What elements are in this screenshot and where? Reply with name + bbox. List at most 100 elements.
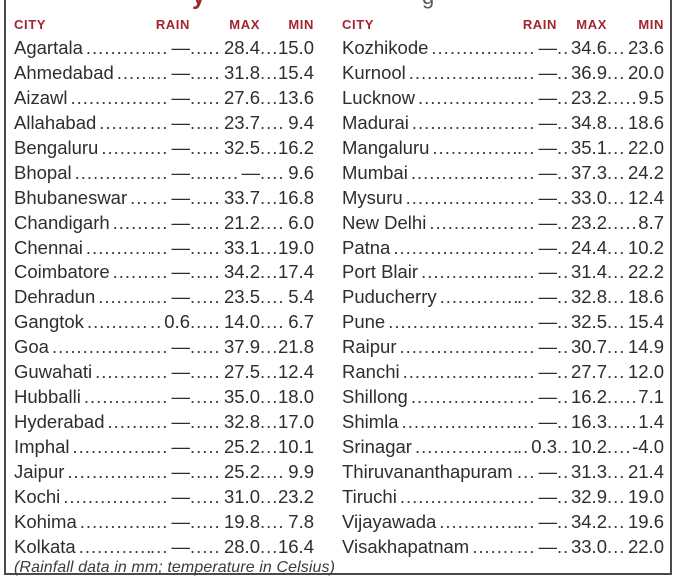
table-row: Bhopal — — 9.6: [14, 161, 314, 186]
max-temp-value: 34.2: [223, 261, 260, 283]
dot-leader: [190, 161, 240, 186]
max-temp-value: 31.0: [223, 485, 260, 507]
dot-leader: [190, 260, 222, 285]
rain-cell: —: [150, 61, 191, 86]
dot-leader: [101, 136, 150, 161]
dot-leader: [108, 410, 150, 435]
city-name: Kozhikode: [342, 37, 429, 58]
max-cell: 34.6: [557, 36, 607, 61]
min-cell: 15.0: [260, 36, 314, 61]
max-temp-value: 34.6: [570, 37, 607, 58]
min-temp-value: 1.4: [638, 411, 664, 433]
rain-value: —: [171, 161, 191, 183]
rain-value: —: [538, 86, 558, 108]
max-temp-value: 24.4: [570, 236, 607, 258]
rain-value: —: [538, 311, 558, 333]
city-cell: Kochi: [14, 485, 150, 510]
max-temp-value: 30.7: [570, 336, 607, 358]
dot-leader: [557, 510, 569, 535]
rain-value: —: [171, 261, 191, 283]
dot-leader: [98, 285, 150, 310]
dot-leader: [409, 61, 517, 86]
dot-leader: [260, 61, 276, 86]
dot-leader: [439, 510, 517, 535]
rain-value: —: [171, 411, 191, 433]
table-row: Port Blair — 31.4 22.2: [342, 260, 664, 285]
dot-leader: [557, 260, 569, 285]
dot-leader: [150, 510, 170, 535]
rain-value: —: [171, 286, 191, 308]
city-name: New Delhi: [342, 211, 427, 233]
max-cell: 28.0: [190, 535, 260, 560]
city-cell: Agartala: [14, 36, 150, 61]
cropped-headline-fragment-gray: g: [422, 0, 434, 10]
city-cell: Gangtok: [14, 310, 150, 335]
city-cell: Bhubaneswar: [14, 186, 150, 211]
city-name: Shillong: [342, 386, 408, 408]
max-temp-value: 37.3: [570, 161, 607, 183]
max-cell: 28.4: [190, 36, 260, 61]
min-temp-value: 24.2: [627, 161, 664, 183]
rain-cell: —: [150, 460, 191, 485]
min-cell: 8.7: [607, 211, 664, 236]
table-row: Tiruchi — 32.9 19.0: [342, 485, 664, 510]
dot-leader: [84, 385, 150, 410]
table-row: Shillong — 16.2 7.1: [342, 385, 664, 410]
min-temp-value: 19.0: [277, 236, 314, 258]
dot-leader: [517, 36, 537, 61]
max-temp-value: 32.5: [570, 311, 607, 333]
dot-leader: [607, 410, 636, 435]
min-temp-value: -4.0: [632, 436, 664, 457]
city-name: Allahabad: [14, 111, 97, 133]
min-temp-value: 7.8: [288, 510, 314, 532]
city-name: Bhopal: [14, 161, 72, 183]
rain-cell: —: [150, 510, 191, 535]
rain-value: —: [538, 510, 558, 532]
min-temp-value: 17.4: [277, 261, 314, 283]
dot-leader: [260, 485, 276, 510]
dot-leader: [67, 460, 150, 485]
table-row: Mysuru — 33.0 12.4: [342, 186, 664, 211]
dot-leader: [517, 335, 537, 360]
table-content: CITY RAIN MAX MIN Agartala — 28.4 15.0: [6, 0, 670, 575]
dot-leader: [150, 111, 170, 136]
dot-leader: [260, 535, 276, 560]
min-cell: 19.0: [607, 485, 664, 510]
dot-leader: [402, 410, 517, 435]
city-cell: Lucknow: [342, 86, 517, 111]
max-cell: 14.0: [190, 310, 260, 335]
rain-cell: —: [150, 211, 191, 236]
dot-leader: [607, 260, 626, 285]
max-cell: 32.8: [190, 410, 260, 435]
rain-value: —: [171, 37, 191, 58]
dot-leader: [557, 535, 569, 560]
dot-leader: [607, 310, 626, 335]
dot-leader: [557, 161, 569, 186]
dot-leader: [190, 410, 222, 435]
dot-leader: [517, 186, 537, 211]
rain-cell: —: [517, 61, 558, 86]
rain-value: —: [538, 286, 558, 308]
dot-leader: [557, 61, 569, 86]
dot-leader: [190, 310, 222, 335]
min-temp-value: 18.6: [627, 286, 664, 308]
table-row: Gangtok 0.6 14.0 6.7: [14, 310, 314, 335]
dot-leader: [190, 36, 222, 61]
min-cell: 18.6: [607, 285, 664, 310]
city-cell: Visakhapatnam: [342, 535, 517, 560]
rain-cell: —: [517, 460, 558, 485]
max-temp-value: —: [241, 161, 261, 183]
dot-leader: [517, 535, 537, 560]
max-cell: 21.2: [190, 211, 260, 236]
min-cell: 20.0: [607, 61, 664, 86]
city-name: Kurnool: [342, 61, 406, 83]
rain-cell: —: [150, 161, 191, 186]
min-temp-value: 12.4: [277, 361, 314, 383]
dot-leader: [260, 335, 276, 360]
city-name: Chandigarh: [14, 211, 110, 233]
rain-value: —: [538, 61, 558, 83]
max-temp-value: 36.9: [570, 61, 607, 83]
min-temp-value: 12.4: [627, 186, 664, 208]
dot-leader: [260, 510, 286, 535]
